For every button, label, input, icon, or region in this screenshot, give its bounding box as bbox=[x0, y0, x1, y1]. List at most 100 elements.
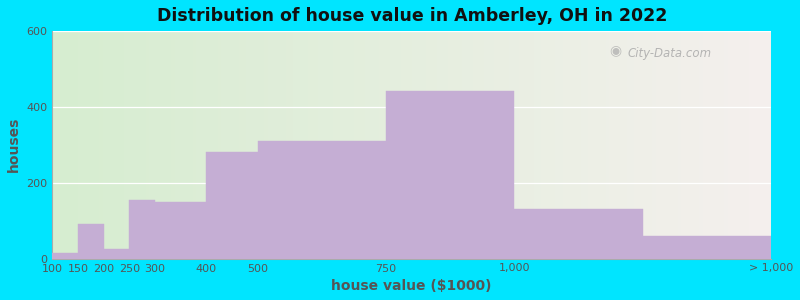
Bar bbox=[157, 31, 160, 259]
Bar bbox=[376, 31, 379, 259]
Y-axis label: houses: houses bbox=[7, 117, 21, 172]
Bar bbox=[114, 31, 117, 259]
Bar bbox=[494, 31, 498, 259]
Bar bbox=[104, 249, 130, 259]
Bar bbox=[130, 200, 155, 259]
Bar bbox=[85, 31, 89, 259]
Bar bbox=[250, 31, 254, 259]
Bar bbox=[721, 31, 724, 259]
Bar bbox=[379, 31, 383, 259]
Bar bbox=[336, 31, 340, 259]
Bar bbox=[753, 31, 757, 259]
Bar bbox=[505, 31, 509, 259]
Bar bbox=[538, 31, 541, 259]
Bar bbox=[153, 31, 157, 259]
Bar bbox=[200, 31, 203, 259]
Bar bbox=[297, 31, 300, 259]
Bar bbox=[383, 31, 386, 259]
Bar bbox=[498, 31, 502, 259]
Bar bbox=[642, 31, 646, 259]
Bar bbox=[534, 31, 538, 259]
Bar bbox=[473, 31, 476, 259]
Bar bbox=[193, 31, 196, 259]
Bar bbox=[624, 31, 627, 259]
Bar bbox=[225, 31, 229, 259]
Bar bbox=[516, 31, 519, 259]
Bar bbox=[124, 31, 128, 259]
Bar bbox=[562, 31, 566, 259]
Bar bbox=[595, 31, 598, 259]
Bar bbox=[455, 31, 458, 259]
Bar bbox=[512, 31, 516, 259]
Bar bbox=[282, 31, 286, 259]
Bar bbox=[53, 253, 78, 259]
Bar bbox=[555, 31, 559, 259]
Bar bbox=[681, 31, 685, 259]
Bar bbox=[117, 31, 121, 259]
Bar bbox=[386, 31, 390, 259]
Bar bbox=[63, 31, 67, 259]
Bar bbox=[581, 31, 584, 259]
Bar bbox=[613, 31, 617, 259]
Title: Distribution of house value in Amberley, OH in 2022: Distribution of house value in Amberley,… bbox=[157, 7, 667, 25]
Bar bbox=[509, 31, 512, 259]
Bar bbox=[286, 31, 290, 259]
Bar bbox=[670, 31, 674, 259]
Bar bbox=[430, 31, 434, 259]
Bar bbox=[99, 31, 102, 259]
Bar bbox=[254, 31, 258, 259]
Bar bbox=[386, 92, 514, 259]
Bar bbox=[678, 31, 681, 259]
Bar bbox=[206, 152, 258, 259]
Bar bbox=[171, 31, 174, 259]
Bar bbox=[78, 31, 82, 259]
Bar bbox=[617, 31, 620, 259]
Bar bbox=[646, 31, 649, 259]
Bar bbox=[239, 31, 243, 259]
Bar bbox=[412, 31, 415, 259]
Bar bbox=[372, 31, 376, 259]
Bar bbox=[329, 31, 333, 259]
Bar bbox=[552, 31, 555, 259]
Bar bbox=[448, 31, 451, 259]
Bar bbox=[89, 31, 92, 259]
Bar bbox=[322, 31, 326, 259]
Bar bbox=[764, 31, 767, 259]
Bar bbox=[102, 31, 106, 259]
Bar bbox=[229, 31, 232, 259]
Bar bbox=[142, 31, 146, 259]
Bar bbox=[451, 31, 455, 259]
Bar bbox=[398, 31, 401, 259]
Bar bbox=[627, 31, 631, 259]
Bar bbox=[649, 31, 652, 259]
Bar bbox=[574, 31, 577, 259]
Bar bbox=[131, 31, 135, 259]
Bar bbox=[458, 31, 462, 259]
Bar bbox=[70, 31, 74, 259]
Bar bbox=[390, 31, 394, 259]
Bar bbox=[78, 224, 104, 259]
Bar bbox=[541, 31, 545, 259]
Bar bbox=[434, 31, 437, 259]
Bar bbox=[207, 31, 210, 259]
Bar bbox=[728, 31, 731, 259]
Bar bbox=[311, 31, 314, 259]
Bar bbox=[261, 31, 265, 259]
Bar bbox=[742, 31, 746, 259]
Bar bbox=[483, 31, 487, 259]
Bar bbox=[174, 31, 178, 259]
Bar bbox=[530, 31, 534, 259]
Bar bbox=[155, 202, 206, 259]
Bar bbox=[394, 31, 398, 259]
Bar bbox=[602, 31, 606, 259]
Bar bbox=[419, 31, 422, 259]
Bar bbox=[706, 31, 710, 259]
Bar bbox=[106, 31, 110, 259]
Bar bbox=[444, 31, 448, 259]
Bar bbox=[304, 31, 307, 259]
Bar bbox=[92, 31, 95, 259]
Bar bbox=[767, 31, 771, 259]
Bar bbox=[545, 31, 548, 259]
Bar bbox=[121, 31, 124, 259]
Bar bbox=[577, 31, 581, 259]
